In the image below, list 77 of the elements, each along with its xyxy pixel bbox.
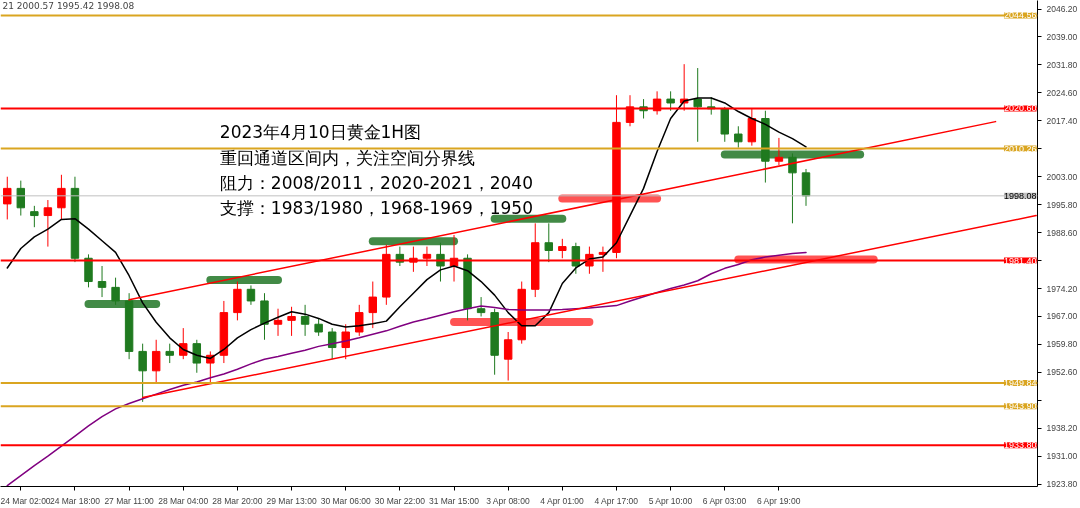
y-tick-label: 2017.40 bbox=[1046, 115, 1078, 126]
y-tick-label: 2003.00 bbox=[1046, 171, 1078, 182]
x-tick-label: 3 Apr 08:00 bbox=[486, 495, 530, 506]
candlestick bbox=[368, 281, 378, 329]
x-tick-label: 24 Mar 02:00 bbox=[0, 495, 51, 506]
x-tick-label: 29 Mar 13:00 bbox=[266, 495, 317, 506]
annotation: 21 2000.57 1995.42 1998.08 bbox=[2, 0, 135, 11]
y-tick-label: 1923.80 bbox=[1046, 479, 1078, 490]
candlestick bbox=[111, 277, 120, 306]
candlestick bbox=[774, 137, 784, 166]
y-tick-label: 1931.00 bbox=[1046, 451, 1078, 462]
annotation: 重回通道区间内，关注空间分界线 bbox=[219, 147, 475, 168]
candlestick bbox=[355, 304, 364, 337]
x-tick-label: 30 Mar 22:00 bbox=[374, 495, 426, 506]
x-tick-label: 24 Mar 18:00 bbox=[49, 495, 101, 506]
x-tick-label: 6 Apr 03:00 bbox=[702, 495, 747, 506]
y-tick-label: 1938.20 bbox=[1046, 423, 1078, 434]
x-tick-label: 6 Apr 19:00 bbox=[756, 495, 801, 506]
candlestick bbox=[571, 242, 581, 275]
candlestick bbox=[43, 199, 53, 248]
candlestick bbox=[287, 306, 296, 337]
candlestick bbox=[734, 125, 743, 149]
x-tick-label: 5 Apr 10:00 bbox=[648, 495, 693, 506]
y-tick-label: 1952.60 bbox=[1046, 367, 1078, 378]
y-tick-label: 1995.80 bbox=[1046, 199, 1078, 210]
x-tick-label: 4 Apr 17:00 bbox=[594, 495, 639, 506]
y-tick-label: 2046.20 bbox=[1046, 4, 1078, 15]
x-tick-label: 28 Mar 20:00 bbox=[212, 495, 263, 506]
y-tick-label: 1988.60 bbox=[1046, 227, 1078, 238]
y-tick-label: 1959.80 bbox=[1046, 339, 1078, 350]
candlestick bbox=[97, 265, 107, 298]
x-tick-label: 28 Mar 04:00 bbox=[158, 495, 209, 506]
ref-line-label: 1998.08 bbox=[1003, 190, 1037, 201]
ref-line-label: 1943.90 bbox=[1003, 401, 1037, 412]
candlestick bbox=[165, 343, 174, 364]
text: 2023年4月10日黄金1H图 bbox=[219, 122, 422, 143]
candlestick bbox=[503, 331, 513, 382]
candlestick bbox=[801, 168, 811, 207]
candlestick bbox=[300, 304, 310, 337]
ref-line-label: 1981.40 bbox=[1003, 255, 1037, 266]
candlestick bbox=[3, 176, 12, 220]
annotation: 支撑：1983/1980，1968-1969，1950 bbox=[219, 198, 533, 219]
x-tick-label: 27 Mar 11:00 bbox=[104, 495, 155, 506]
candlestick bbox=[476, 296, 486, 317]
x-tick-label: 4 Apr 01:00 bbox=[540, 495, 585, 506]
candlestick bbox=[788, 152, 797, 224]
ref-line-label: 2020.60 bbox=[1003, 103, 1037, 114]
candlestick bbox=[558, 238, 567, 259]
ref-line-label: 1949.84 bbox=[1003, 378, 1037, 389]
candlestick bbox=[16, 180, 26, 217]
candlestick bbox=[246, 284, 256, 306]
candlestick bbox=[192, 339, 202, 374]
x-tick-label: 31 Mar 15:00 bbox=[428, 495, 480, 506]
y-tick-label: 2024.60 bbox=[1046, 87, 1078, 98]
y-tick-label: 2039.00 bbox=[1046, 31, 1078, 42]
candlestick bbox=[57, 174, 66, 220]
candlestick bbox=[693, 67, 702, 143]
ref-line-label: 2010.26 bbox=[1003, 143, 1037, 154]
line-series bbox=[6, 251, 807, 487]
y-tick-label: 2031.80 bbox=[1046, 59, 1078, 70]
candlestick bbox=[30, 205, 39, 228]
candlestick bbox=[84, 253, 93, 288]
ref-line-label: 1933.80 bbox=[1003, 440, 1037, 451]
candlestick bbox=[341, 323, 350, 360]
y-tick-label: 1967.00 bbox=[1046, 311, 1078, 322]
candlestick bbox=[544, 222, 554, 263]
candlestick bbox=[666, 90, 675, 112]
annotation: 阻力：2008/2011，2020-2021，2040 bbox=[219, 172, 533, 193]
y-tick-label: 1974.20 bbox=[1046, 283, 1078, 294]
candlestick bbox=[327, 327, 337, 360]
ref-line-label: 2044.56 bbox=[1003, 10, 1037, 21]
candlestick bbox=[233, 281, 242, 321]
candlestick bbox=[260, 292, 269, 341]
candlestick bbox=[151, 339, 161, 383]
candlestick bbox=[138, 343, 147, 403]
candlestick bbox=[273, 308, 283, 337]
x-tick-label: 30 Mar 06:00 bbox=[320, 495, 372, 506]
